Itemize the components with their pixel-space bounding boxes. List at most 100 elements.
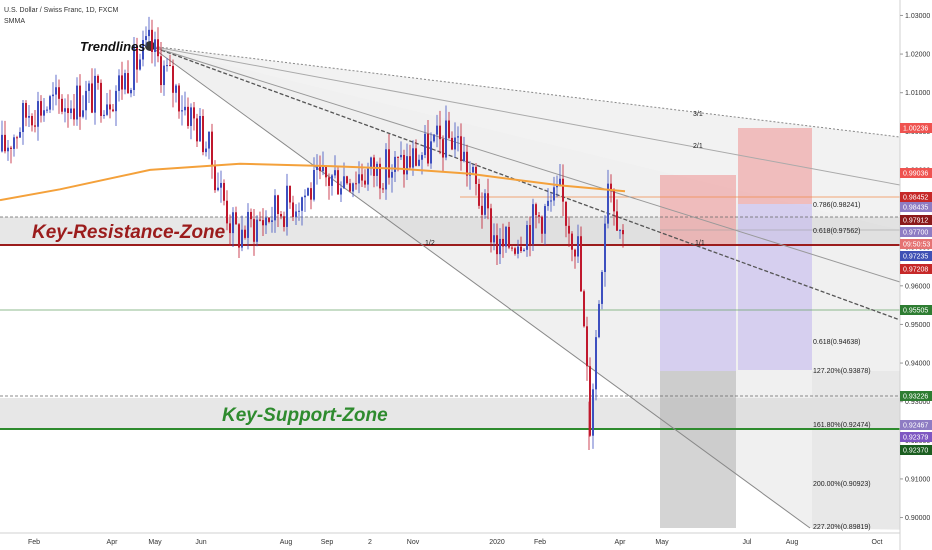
candle-body [574,249,576,257]
candle-body [151,29,153,52]
candle-body [34,125,36,127]
candle-body [160,56,162,86]
candle-body [208,131,210,149]
candle-body [265,217,267,226]
short-position-target-2 [738,204,812,370]
candle-body [391,171,393,178]
candle-body [415,148,417,166]
candle-body [283,216,285,227]
candle-body [481,205,483,215]
candle-body [343,176,345,189]
candle-body [49,96,51,110]
candle-body [94,75,96,113]
candle-body [61,98,63,112]
candle-body [562,178,564,202]
candle-body [568,225,570,234]
candle-body [13,137,15,149]
trendlines-layer [145,41,901,529]
support-zone-label: Key-Support-Zone [222,405,388,426]
candle-body [436,125,438,135]
candle-body [382,188,384,190]
candle-body [223,182,225,201]
candle-body [349,183,351,192]
price-tag-label: 1.00236 [903,126,928,133]
candle-body [604,223,606,272]
y-tick-label: 0.96000 [905,283,930,290]
candle-body [79,85,81,117]
candle-body [394,156,396,172]
fan-label-3-1: 3/1 [693,111,703,118]
candle-body [211,131,213,166]
candle-body [460,136,462,162]
trendline-2-1 [149,45,901,186]
candle-body [370,157,372,169]
candle-body [508,226,510,248]
y-tick-label: 0.95000 [905,322,930,329]
y-tick-label: 0.91000 [905,476,930,483]
candle-body [166,65,168,67]
candle-body [583,291,585,327]
candle-body [88,83,90,91]
x-tick-label: Oct [872,539,883,546]
candle-body [532,204,534,245]
candle-body [397,156,399,158]
candle-body [292,202,294,217]
candle-body [457,136,459,138]
x-tick-label: May [148,539,162,546]
candle-body [520,246,522,252]
candle-body [427,133,429,164]
candle-body [340,188,342,195]
candle-body [385,149,387,190]
candle-body [595,337,597,390]
candle-body [277,195,279,214]
x-axis[interactable]: Feb Apr May Jun Aug Sep 2 Nov 2020 Feb Apr May Jul Au… [28,539,883,546]
candle-body [418,159,420,166]
candle-body [73,108,75,120]
candle-body [142,40,144,60]
levels-layer [0,196,900,430]
candle-body [616,211,618,231]
candle-body [46,109,48,111]
candle-body [229,223,231,234]
candle-body [373,157,375,176]
candle-body [280,213,282,217]
candle-body [331,175,333,186]
candle-body [505,226,507,247]
candle-body [97,75,99,83]
candle-body [421,155,423,160]
trendline-origin-dot[interactable] [145,41,155,51]
x-tick-label: Apr [615,539,627,546]
candle-body [559,178,561,186]
candle-body [7,147,9,152]
candle-body [412,148,414,168]
candle-body [214,165,216,191]
candle-body [316,166,318,170]
candle-body [100,82,102,116]
y-tick-label: 1.01000 [905,90,930,97]
y-tick-label: 1.02000 [905,52,930,59]
candle-body [610,183,612,190]
x-tick-label: Apr [107,539,119,546]
candle-body [586,326,588,367]
candle-body [358,174,360,184]
candle-body [547,200,549,207]
candle-body [355,183,357,185]
indicator-label: SMMA [4,18,25,25]
candle-body [376,163,378,176]
candle-body [529,225,531,245]
candle-body [124,73,126,90]
price-tag [900,420,932,430]
price-tags: 1.00236 0.99036 0.98452 0.98435 0.97912 0.977… [900,123,932,455]
zones-layer [0,46,900,530]
price-tag-label: 0.97235 [903,254,928,261]
candle-body [37,101,39,127]
support-zone-band [0,398,900,429]
price-tag-label: 0.95505 [903,308,928,315]
x-tick-label: Jul [743,539,752,546]
fib-label-6: 227.20%(0.89819) [813,524,871,531]
candle-body [298,210,300,212]
price-tag [900,192,932,202]
candle-body [118,75,120,91]
